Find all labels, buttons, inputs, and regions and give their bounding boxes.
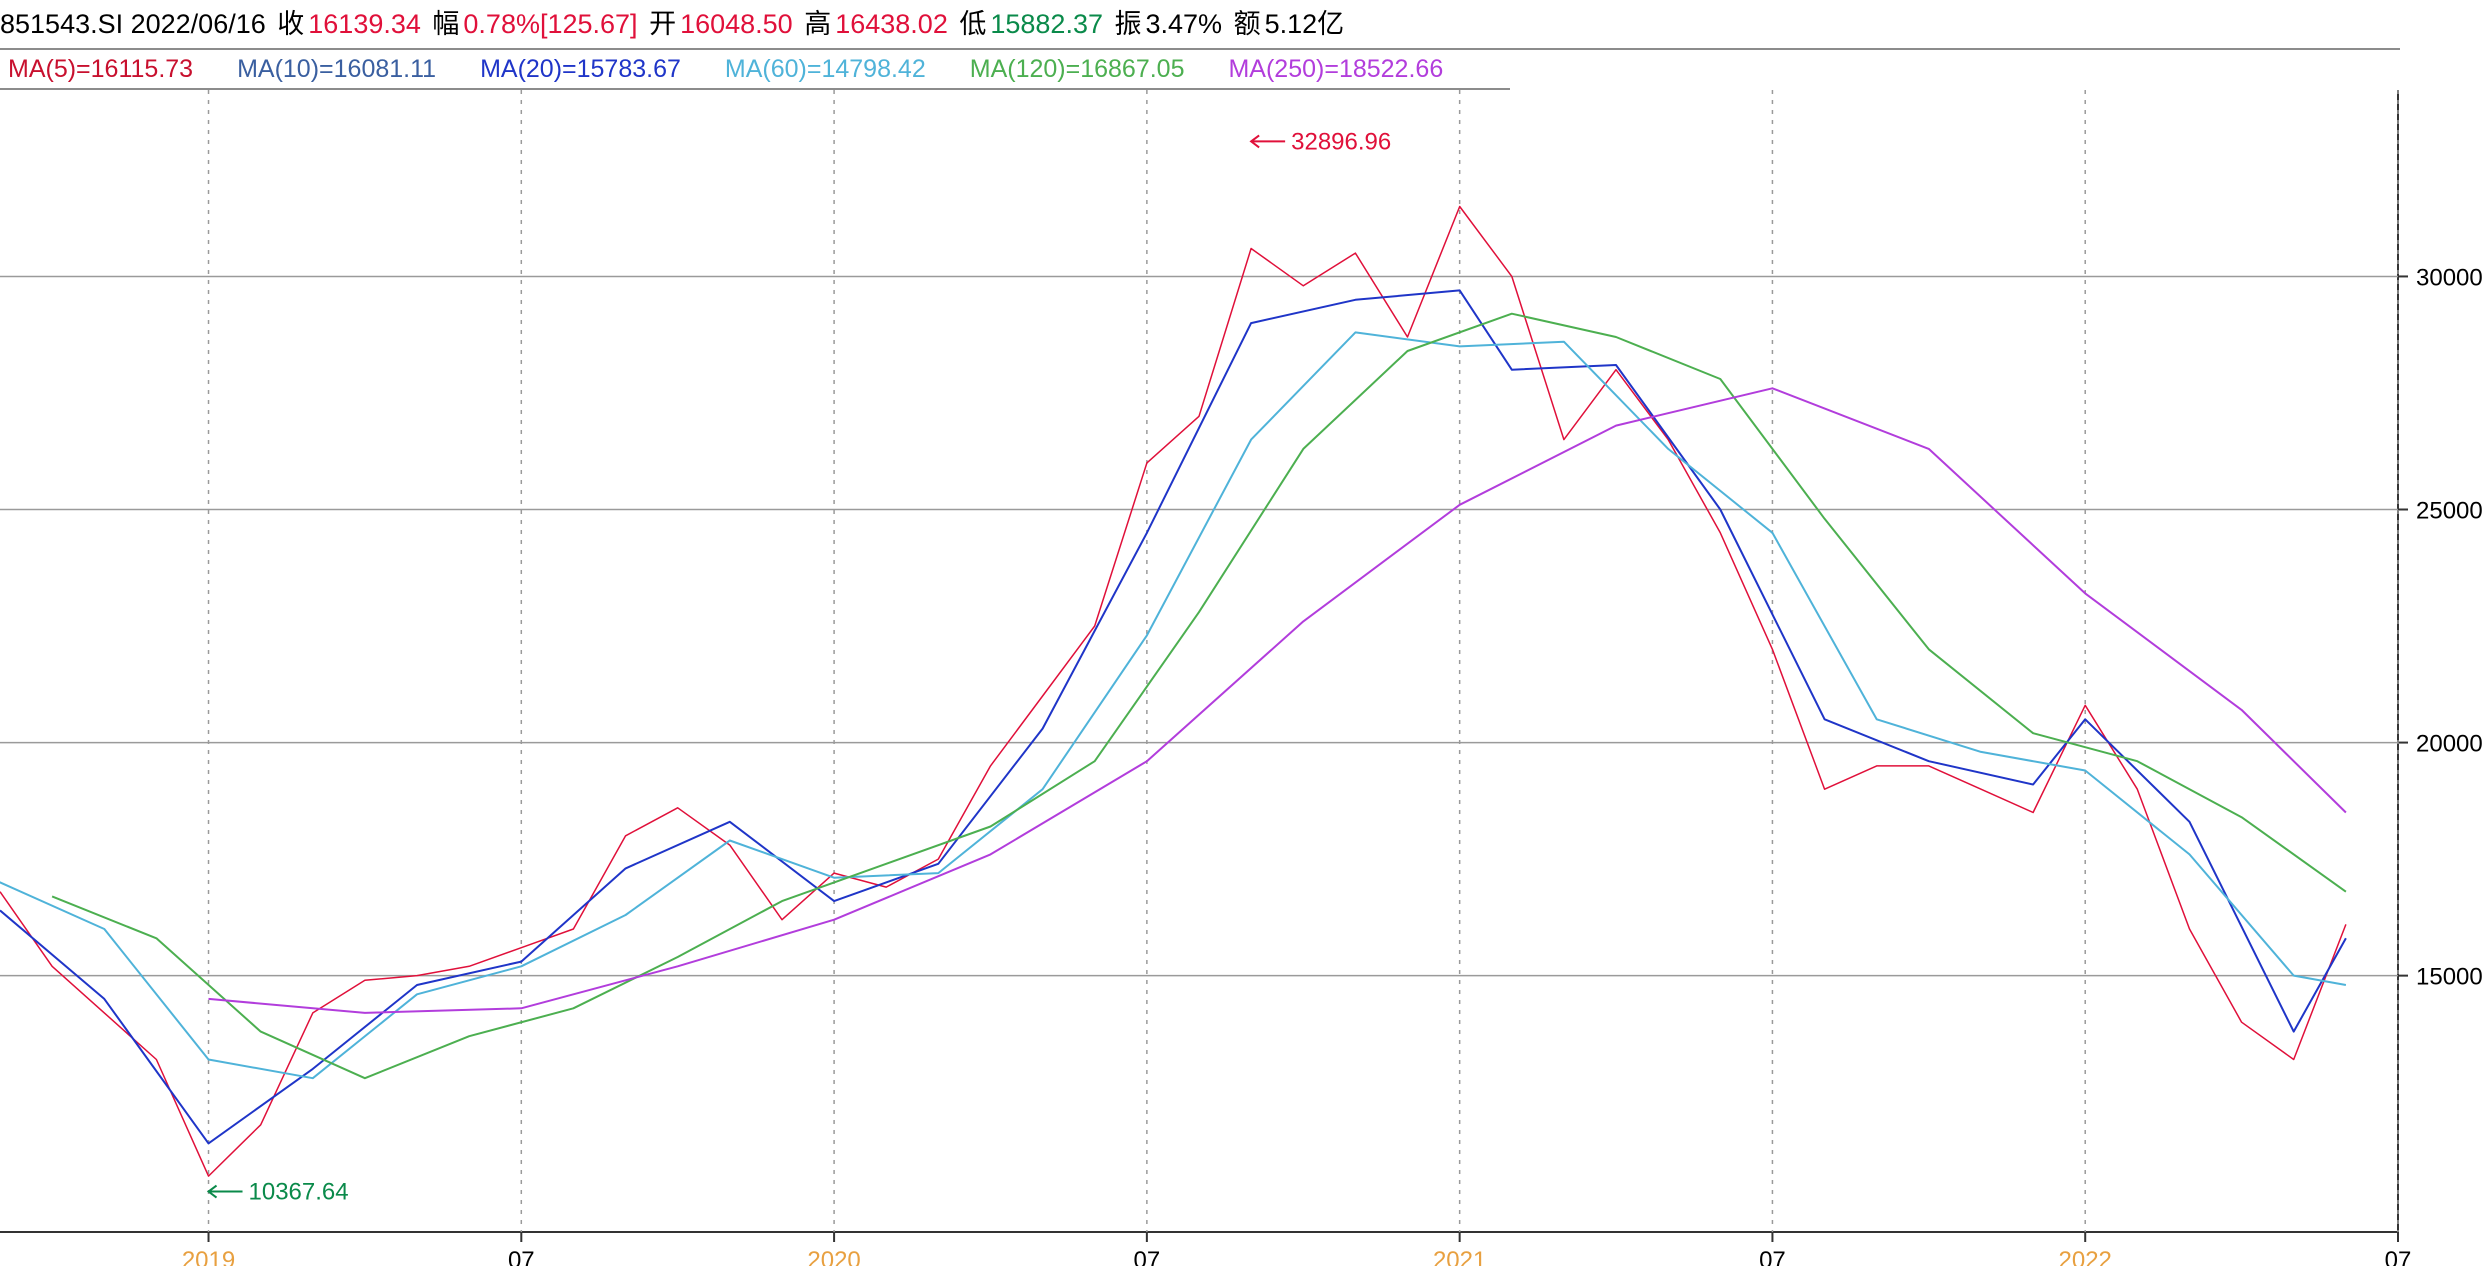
ma-legend-item: MA(20)=15783.67 — [480, 55, 681, 83]
y-tick-label: 20000 — [2416, 731, 2483, 758]
high-value: 16438.02 — [835, 9, 948, 39]
series-line-price — [0, 205, 2347, 1177]
amount-value: 5.12亿 — [1264, 9, 1345, 39]
open-value: 16048.50 — [680, 9, 793, 39]
low-value: 15882.37 — [990, 9, 1103, 39]
x-tick-label: 07 — [1134, 1247, 1161, 1266]
ma-legend-item: MA(5)=16115.73 — [8, 55, 194, 83]
ma-legend-item: MA(10)=16081.11 — [237, 55, 437, 83]
x-tick-label: 2022 — [2059, 1247, 2112, 1266]
close-value: 16139.34 — [308, 9, 421, 39]
y-tick-label: 15000 — [2416, 964, 2483, 991]
x-tick-label: 07 — [1759, 1247, 1786, 1266]
annotation-label: 10367.64 — [249, 1179, 349, 1206]
x-tick-label: 07 — [2385, 1247, 2412, 1266]
x-tick-label: 2021 — [1433, 1247, 1486, 1266]
quote-header: 851543.SI 2022/06/16 收 16139.34 幅 0.78%[12… — [0, 0, 2400, 50]
x-tick-label: 2020 — [807, 1247, 860, 1266]
close-label: 收 — [277, 9, 305, 39]
x-tick-label: 2019 — [182, 1247, 235, 1266]
series-line-ma20 — [0, 289, 2347, 1145]
series-line-ma120 — [51, 312, 2347, 1080]
amplitude-label: 振 — [1114, 9, 1142, 39]
open-label: 开 — [649, 9, 677, 39]
y-tick-label: 25000 — [2416, 498, 2483, 525]
ma-legend-item: MA(120)=16867.05 — [969, 55, 1185, 83]
amount-label: 额 — [1233, 9, 1261, 39]
x-tick-label: 07 — [508, 1247, 535, 1266]
annotation-arrowhead — [206, 1184, 218, 1199]
amplitude-value: 3.47% — [1145, 9, 1223, 39]
series-line-ma250 — [208, 387, 2347, 1014]
code-date: 851543.SI 2022/06/16 — [0, 9, 266, 39]
high-label: 高 — [804, 9, 832, 39]
ma-legend-item: MA(250)=18522.66 — [1228, 55, 1444, 83]
ma-legend-item: MA(60)=14798.42 — [724, 55, 926, 83]
series-line-ma60 — [0, 331, 2347, 1080]
low-label: 低 — [959, 9, 987, 39]
ma-legend: MA(5)=16115.73 MA(10)=16081.11 MA(20)=1578… — [0, 50, 1510, 90]
y-tick-label: 30000 — [2416, 264, 2483, 291]
annotation-arrowhead — [1249, 134, 1260, 149]
annotation-label: 32896.96 — [1291, 128, 1391, 155]
change-label: 幅 — [432, 9, 460, 39]
change-value: 0.78%[125.67] — [463, 9, 638, 39]
